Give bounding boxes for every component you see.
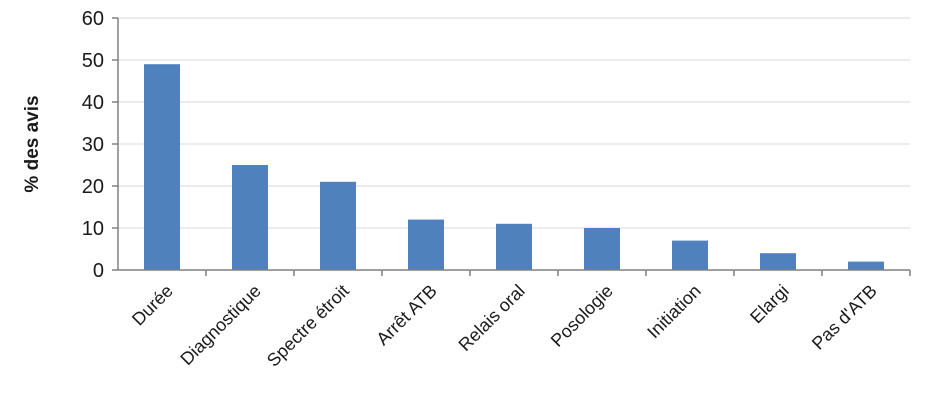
bars bbox=[144, 64, 884, 270]
y-tick-label: 60 bbox=[82, 8, 104, 30]
x-category-label: Durée bbox=[128, 281, 177, 330]
y-tick-label: 0 bbox=[93, 260, 104, 282]
bar bbox=[584, 228, 620, 270]
x-category-label: Diagnostique bbox=[176, 281, 264, 369]
bar bbox=[320, 181, 356, 270]
bar bbox=[232, 165, 268, 270]
x-category-label: Spectre étroit bbox=[263, 281, 353, 371]
x-category-label: Pas d'ATB bbox=[808, 281, 881, 354]
y-axis-ticks: 0 10 20 30 40 50 60 bbox=[82, 8, 118, 282]
x-category-label: Arrêt ATB bbox=[372, 281, 440, 349]
bar bbox=[408, 219, 444, 270]
y-tick-label: 50 bbox=[82, 50, 104, 72]
x-category-label: Initiation bbox=[643, 281, 705, 343]
bar bbox=[760, 253, 796, 270]
x-category-label: Relais oral bbox=[455, 281, 529, 355]
y-axis-title: % des avis bbox=[22, 95, 43, 192]
x-category-label: Posologie bbox=[547, 281, 617, 351]
bar bbox=[496, 223, 532, 270]
y-tick-label: 20 bbox=[82, 176, 104, 198]
bar bbox=[144, 64, 180, 270]
bar bbox=[848, 261, 884, 270]
y-tick-label: 30 bbox=[82, 134, 104, 156]
bar bbox=[672, 240, 708, 270]
y-tick-label: 40 bbox=[82, 92, 104, 114]
x-category-label: Elargi bbox=[746, 281, 793, 328]
y-tick-label: 10 bbox=[82, 218, 104, 240]
